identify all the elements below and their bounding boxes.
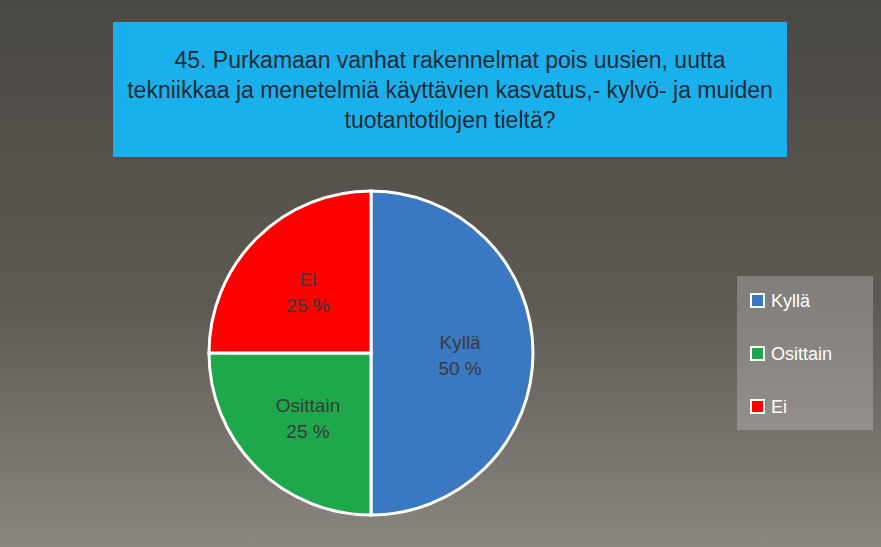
data-labels: Kyllä 50 % Osittain 25 % Ei 25 % xyxy=(276,269,482,442)
legend-label: Kyllä xyxy=(771,291,811,311)
data-label: Ei 25 % xyxy=(286,269,329,316)
legend-label: Ei xyxy=(771,397,787,417)
title-line: 45. Purkamaan vanhat rakennelmat pois uu… xyxy=(174,47,725,73)
legend-label: Osittain xyxy=(771,344,832,364)
data-label-category: Osittain xyxy=(276,395,340,416)
legend-swatch xyxy=(751,347,764,360)
background xyxy=(0,0,881,547)
pie-slice xyxy=(209,191,371,353)
data-label: Osittain 25 % xyxy=(276,395,340,442)
data-label-category: Kyllä xyxy=(440,332,482,353)
data-label-value: 50 % xyxy=(438,358,481,379)
data-label-value: 25 % xyxy=(286,295,329,316)
legend-swatch xyxy=(751,294,764,307)
pie-slice xyxy=(371,191,533,515)
legend-box xyxy=(737,276,873,430)
title-line: tuotantotilojen tieltä? xyxy=(345,107,556,133)
legend: Kyllä Osittain Ei xyxy=(737,276,873,430)
pie xyxy=(209,191,533,515)
title: 45. Purkamaan vanhat rakennelmat pois uu… xyxy=(127,47,773,133)
title-box xyxy=(113,22,787,157)
data-label-value: 25 % xyxy=(286,421,329,442)
chart: 45. Purkamaan vanhat rakennelmat pois uu… xyxy=(0,0,881,547)
legend-swatch xyxy=(751,400,764,413)
data-label-category: Ei xyxy=(300,269,317,290)
title-line: tekniikkaa ja menetelmiä käyttävien kasv… xyxy=(127,77,773,103)
pie-slice xyxy=(209,353,371,515)
data-label: Kyllä 50 % xyxy=(438,332,481,379)
